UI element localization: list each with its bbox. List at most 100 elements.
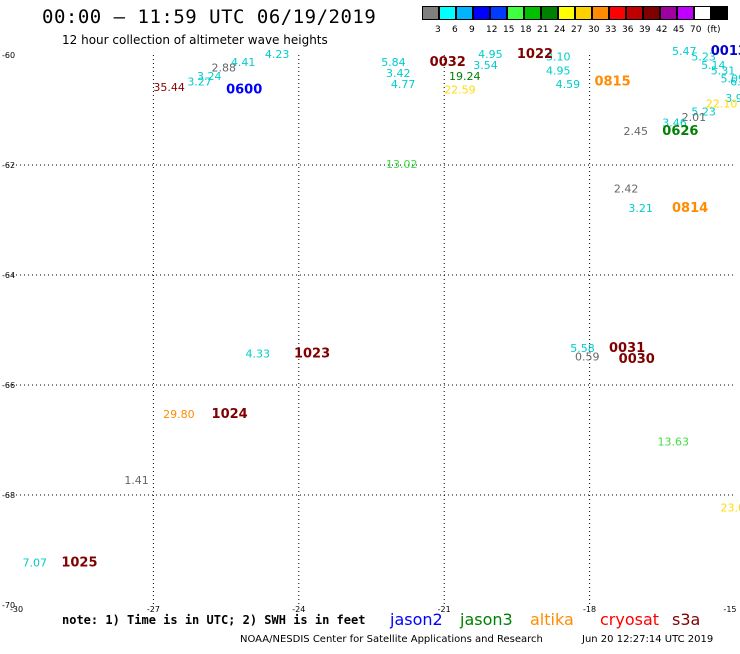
swh-value-label: 3.9 — [725, 92, 740, 105]
swh-value-label: 4.59 — [556, 78, 581, 91]
pass-time-label: 0031 — [609, 341, 645, 356]
y-tick-label: -64 — [2, 271, 15, 280]
swh-value-label: 4.95 — [546, 64, 571, 77]
colorbar-label: 21 — [537, 25, 549, 35]
colorbar-swatch — [711, 6, 728, 20]
swh-value-label: 3.46 — [662, 117, 687, 130]
colorbar-label: (ft) — [707, 25, 721, 35]
colorbar-swatch — [660, 6, 677, 20]
pass-time-label: 0013 — [711, 44, 740, 59]
y-tick-label: -66 — [2, 381, 15, 390]
legend-altika: altika — [530, 610, 574, 629]
x-tick-label: -27 — [147, 605, 160, 614]
pass-time-label: 0814 — [672, 201, 708, 216]
colorbar-swatch — [490, 6, 507, 20]
swh-value-label: 22.10 — [706, 97, 738, 110]
swh-value-label: 13.02 — [386, 158, 418, 171]
page-subtitle: 12 hour collection of altimeter wave hei… — [62, 33, 328, 47]
pass-time-label: 1022 — [517, 47, 553, 62]
pass-time-label: 0626 — [662, 124, 698, 139]
pass-time-label: 1025 — [61, 556, 97, 571]
swh-value-label: 4.41 — [231, 56, 256, 69]
swh-value-label: 5.23 — [691, 106, 716, 119]
colorbar-label: 6 — [452, 25, 458, 35]
swh-value-label: 1.41 — [124, 474, 149, 487]
pass-time-label: 0600 — [226, 83, 262, 98]
x-tick-label: -18 — [583, 605, 596, 614]
colorbar-swatch — [609, 6, 626, 20]
y-tick-label: -68 — [2, 491, 15, 500]
colorbar-label: 39 — [639, 25, 651, 35]
pass-time-label: 0030 — [619, 352, 655, 367]
x-tick-label: -30 — [10, 605, 23, 614]
colorbar-swatch — [558, 6, 575, 20]
colorbar-label: 15 — [503, 25, 515, 35]
swh-value-label: 3.27 — [187, 75, 212, 88]
colorbar-label: 30 — [588, 25, 600, 35]
swh-value-label: 5.23 — [691, 51, 716, 64]
legend-jason2: jason2 — [390, 610, 443, 629]
colorbar-swatch — [439, 6, 456, 20]
colorbar-swatch — [473, 6, 490, 20]
colorbar-swatch — [422, 6, 439, 20]
colorbar-swatch — [592, 6, 609, 20]
colorbar-swatch — [694, 6, 711, 20]
swh-value-label: 4.77 — [391, 78, 416, 91]
colorbar-swatch — [524, 6, 541, 20]
legend-note: note: 1) Time is in UTC; 2) SWH is in fe… — [62, 613, 366, 627]
colorbar-swatch — [507, 6, 524, 20]
swh-value-label: 2.01 — [682, 111, 707, 124]
legend-cryosat: cryosat — [600, 610, 660, 629]
swh-value-label: 3.10 — [546, 51, 571, 64]
swh-value-label: 22.59 — [444, 84, 476, 97]
swh-value-label: 3.42 — [386, 67, 411, 80]
swh-value-label: 2.42 — [614, 183, 639, 196]
colorbar-label: 70 — [690, 25, 702, 35]
swh-value-label: 2.88 — [212, 62, 237, 75]
swh-value-label: 29.80 — [163, 408, 195, 421]
footer-timestamp: Jun 20 12:27:14 UTC 2019 — [582, 634, 714, 645]
footer-credit: NOAA/NESDIS Center for Satellite Applica… — [240, 634, 543, 645]
swh-value-label: 35.44 — [153, 81, 185, 94]
colorbar-label: 18 — [520, 25, 532, 35]
swh-value-label: 5.47 — [672, 45, 697, 58]
swh-value-label: 7.07 — [23, 557, 48, 570]
colorbar-label: 3 — [435, 25, 441, 35]
colorbar-label: 12 — [486, 25, 498, 35]
swh-value-label: 3.54 — [473, 59, 498, 72]
swh-value-label: 4.95 — [478, 48, 503, 61]
colorbar-swatch — [677, 6, 694, 20]
colorbar-label: 9 — [469, 25, 475, 35]
colorbar-label: 24 — [554, 25, 566, 35]
swh-value-label: 5.84 — [381, 56, 406, 69]
swh-value-label: 5.14 — [701, 59, 726, 72]
swh-value-label: 19.24 — [449, 70, 481, 83]
swh-value-label: 3.21 — [628, 202, 653, 215]
colorbar-label: 33 — [605, 25, 617, 35]
legend-jason3: jason3 — [460, 610, 513, 629]
y-tick-label: -70 — [2, 601, 15, 610]
pass-time-label: 1023 — [294, 347, 330, 362]
swh-value-label: 4.33 — [245, 348, 270, 361]
pass-time-label: 1024 — [212, 407, 248, 422]
swh-value-label: 13.63 — [657, 436, 689, 449]
swh-value-label: 5.31 — [711, 64, 736, 77]
pass-time-label: 0032 — [430, 55, 466, 70]
swh-value-label: 4.23 — [265, 48, 290, 61]
swh-value-label: 0.59 — [575, 350, 600, 363]
colorbar-swatch — [575, 6, 592, 20]
colorbar-swatch — [626, 6, 643, 20]
swh-value-label: 5.09 — [720, 73, 740, 86]
colorbar-label: 45 — [673, 25, 685, 35]
x-tick-label: -21 — [438, 605, 451, 614]
swh-value-label: 2.45 — [624, 125, 649, 138]
x-tick-label: -24 — [292, 605, 305, 614]
pass-time-label: 0815 — [594, 74, 630, 89]
swh-value-label: 6. — [730, 75, 740, 88]
colorbar-label: 42 — [656, 25, 668, 35]
page-title: 00:00 – 11:59 UTC 06/19/2019 — [42, 6, 377, 28]
colorbar-swatch — [456, 6, 473, 20]
colorbar-swatch — [643, 6, 660, 20]
